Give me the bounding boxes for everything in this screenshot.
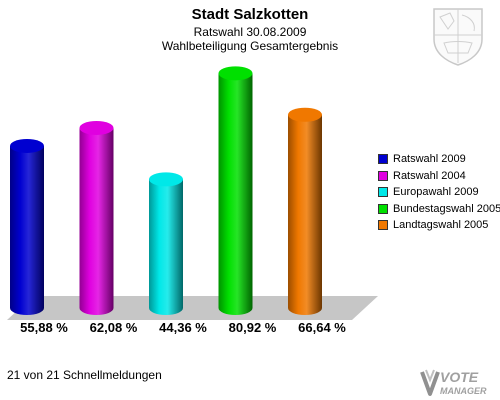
legend-swatch [378, 170, 388, 181]
legend-item: Europawahl 2009 [378, 184, 500, 201]
bar-body [10, 145, 44, 315]
legend-swatch [378, 220, 388, 231]
report-status: 21 von 21 Schnellmeldungen [7, 368, 162, 382]
legend-swatch [378, 203, 388, 214]
election-subtitle: Ratswahl 30.08.2009 [193, 25, 307, 39]
bar-top [79, 120, 114, 135]
legend-label: Bundestagswahl 2005 [393, 202, 500, 215]
chart-title: Stadt Salzkotten [191, 6, 309, 23]
bar-1 [10, 138, 44, 315]
bar-body [288, 114, 322, 315]
legend-label: Europawahl 2009 [393, 186, 479, 199]
legend-swatch [378, 187, 388, 198]
bar-5 [288, 107, 322, 315]
legend-label: Ratswahl 2004 [393, 169, 466, 182]
bar-body [79, 127, 114, 316]
legend-item: Ratswahl 2009 [378, 151, 500, 168]
bar-4 [218, 66, 253, 316]
legend-swatch [378, 154, 388, 165]
value-label: 44,36 % [159, 320, 207, 335]
value-label: 55,88 % [20, 320, 68, 335]
bar-top [288, 107, 322, 122]
value-label: 66,64 % [298, 320, 346, 335]
coat-of-arms-icon [433, 8, 483, 66]
logo-word-manager: MANAGER [440, 386, 487, 396]
legend-label: Landtagswahl 2005 [393, 219, 489, 232]
bar-body [149, 179, 183, 315]
chart-floor [7, 296, 378, 320]
bar-top [218, 66, 253, 81]
chart-legend: Ratswahl 2009 Ratswahl 2004 Europawahl 200… [378, 151, 500, 234]
legend-item: Ratswahl 2004 [378, 168, 500, 185]
bar-top [10, 138, 44, 153]
bar-body [218, 73, 253, 316]
bar-3 [149, 172, 183, 315]
result-subtitle: Wahlbeteiligung Gesamtergebnis [161, 39, 339, 53]
value-label: 62,08 % [90, 320, 138, 335]
logo-word-vote: VOTE [440, 369, 479, 385]
vote-manager-logo: VOTE MANAGER [420, 369, 487, 396]
bar-2 [79, 120, 114, 316]
legend-item: Landtagswahl 2005 [378, 217, 500, 234]
legend-item: Bundestagswahl 2005 [378, 201, 500, 218]
value-label: 80,92 % [229, 320, 277, 335]
legend-label: Ratswahl 2009 [393, 153, 466, 166]
bar-top [149, 172, 183, 187]
